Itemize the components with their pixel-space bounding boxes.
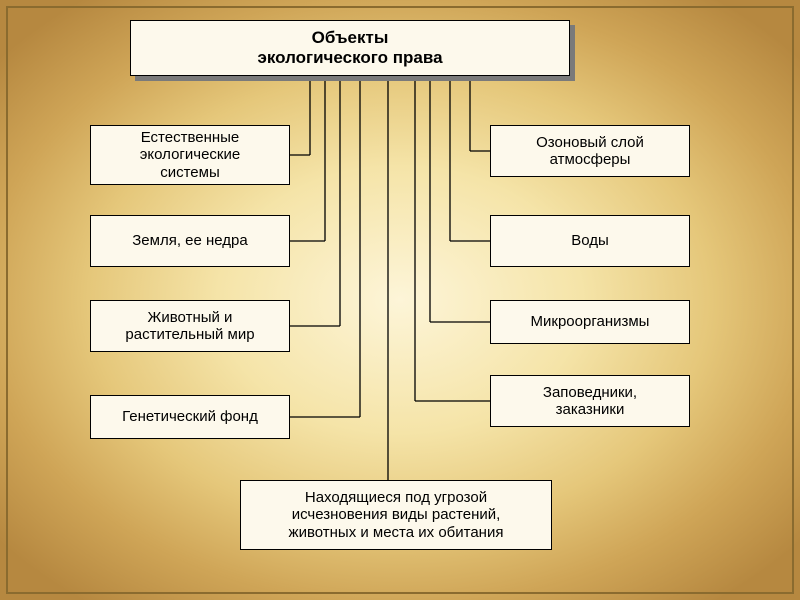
- node-waters: Воды: [490, 215, 690, 267]
- title-box: Объекты экологического права: [130, 20, 570, 76]
- node-genetic-fund-label: Генетический фонд: [122, 408, 258, 425]
- node-reserves: Заповедники,заказники: [490, 375, 690, 427]
- node-ozone-layer-label: Озоновый слойатмосферы: [536, 134, 644, 169]
- node-endangered-species-label: Находящиеся под угрозойисчезновения виды…: [289, 489, 504, 541]
- node-waters-label: Воды: [571, 232, 609, 249]
- node-microorganisms: Микроорганизмы: [490, 300, 690, 344]
- node-flora-fauna: Животный ирастительный мир: [90, 300, 290, 352]
- title-line2: экологического права: [257, 48, 442, 68]
- node-reserves-label: Заповедники,заказники: [543, 384, 637, 419]
- node-natural-systems-label: Естественныеэкологическиесистемы: [140, 129, 240, 181]
- node-genetic-fund: Генетический фонд: [90, 395, 290, 439]
- node-earth-subsoil: Земля, ее недра: [90, 215, 290, 267]
- node-microorganisms-label: Микроорганизмы: [531, 313, 650, 330]
- node-flora-fauna-label: Животный ирастительный мир: [125, 309, 254, 344]
- node-natural-systems: Естественныеэкологическиесистемы: [90, 125, 290, 185]
- node-ozone-layer: Озоновый слойатмосферы: [490, 125, 690, 177]
- node-endangered-species: Находящиеся под угрозойисчезновения виды…: [240, 480, 552, 550]
- title-line1: Объекты: [257, 28, 442, 48]
- node-earth-subsoil-label: Земля, ее недра: [132, 232, 248, 249]
